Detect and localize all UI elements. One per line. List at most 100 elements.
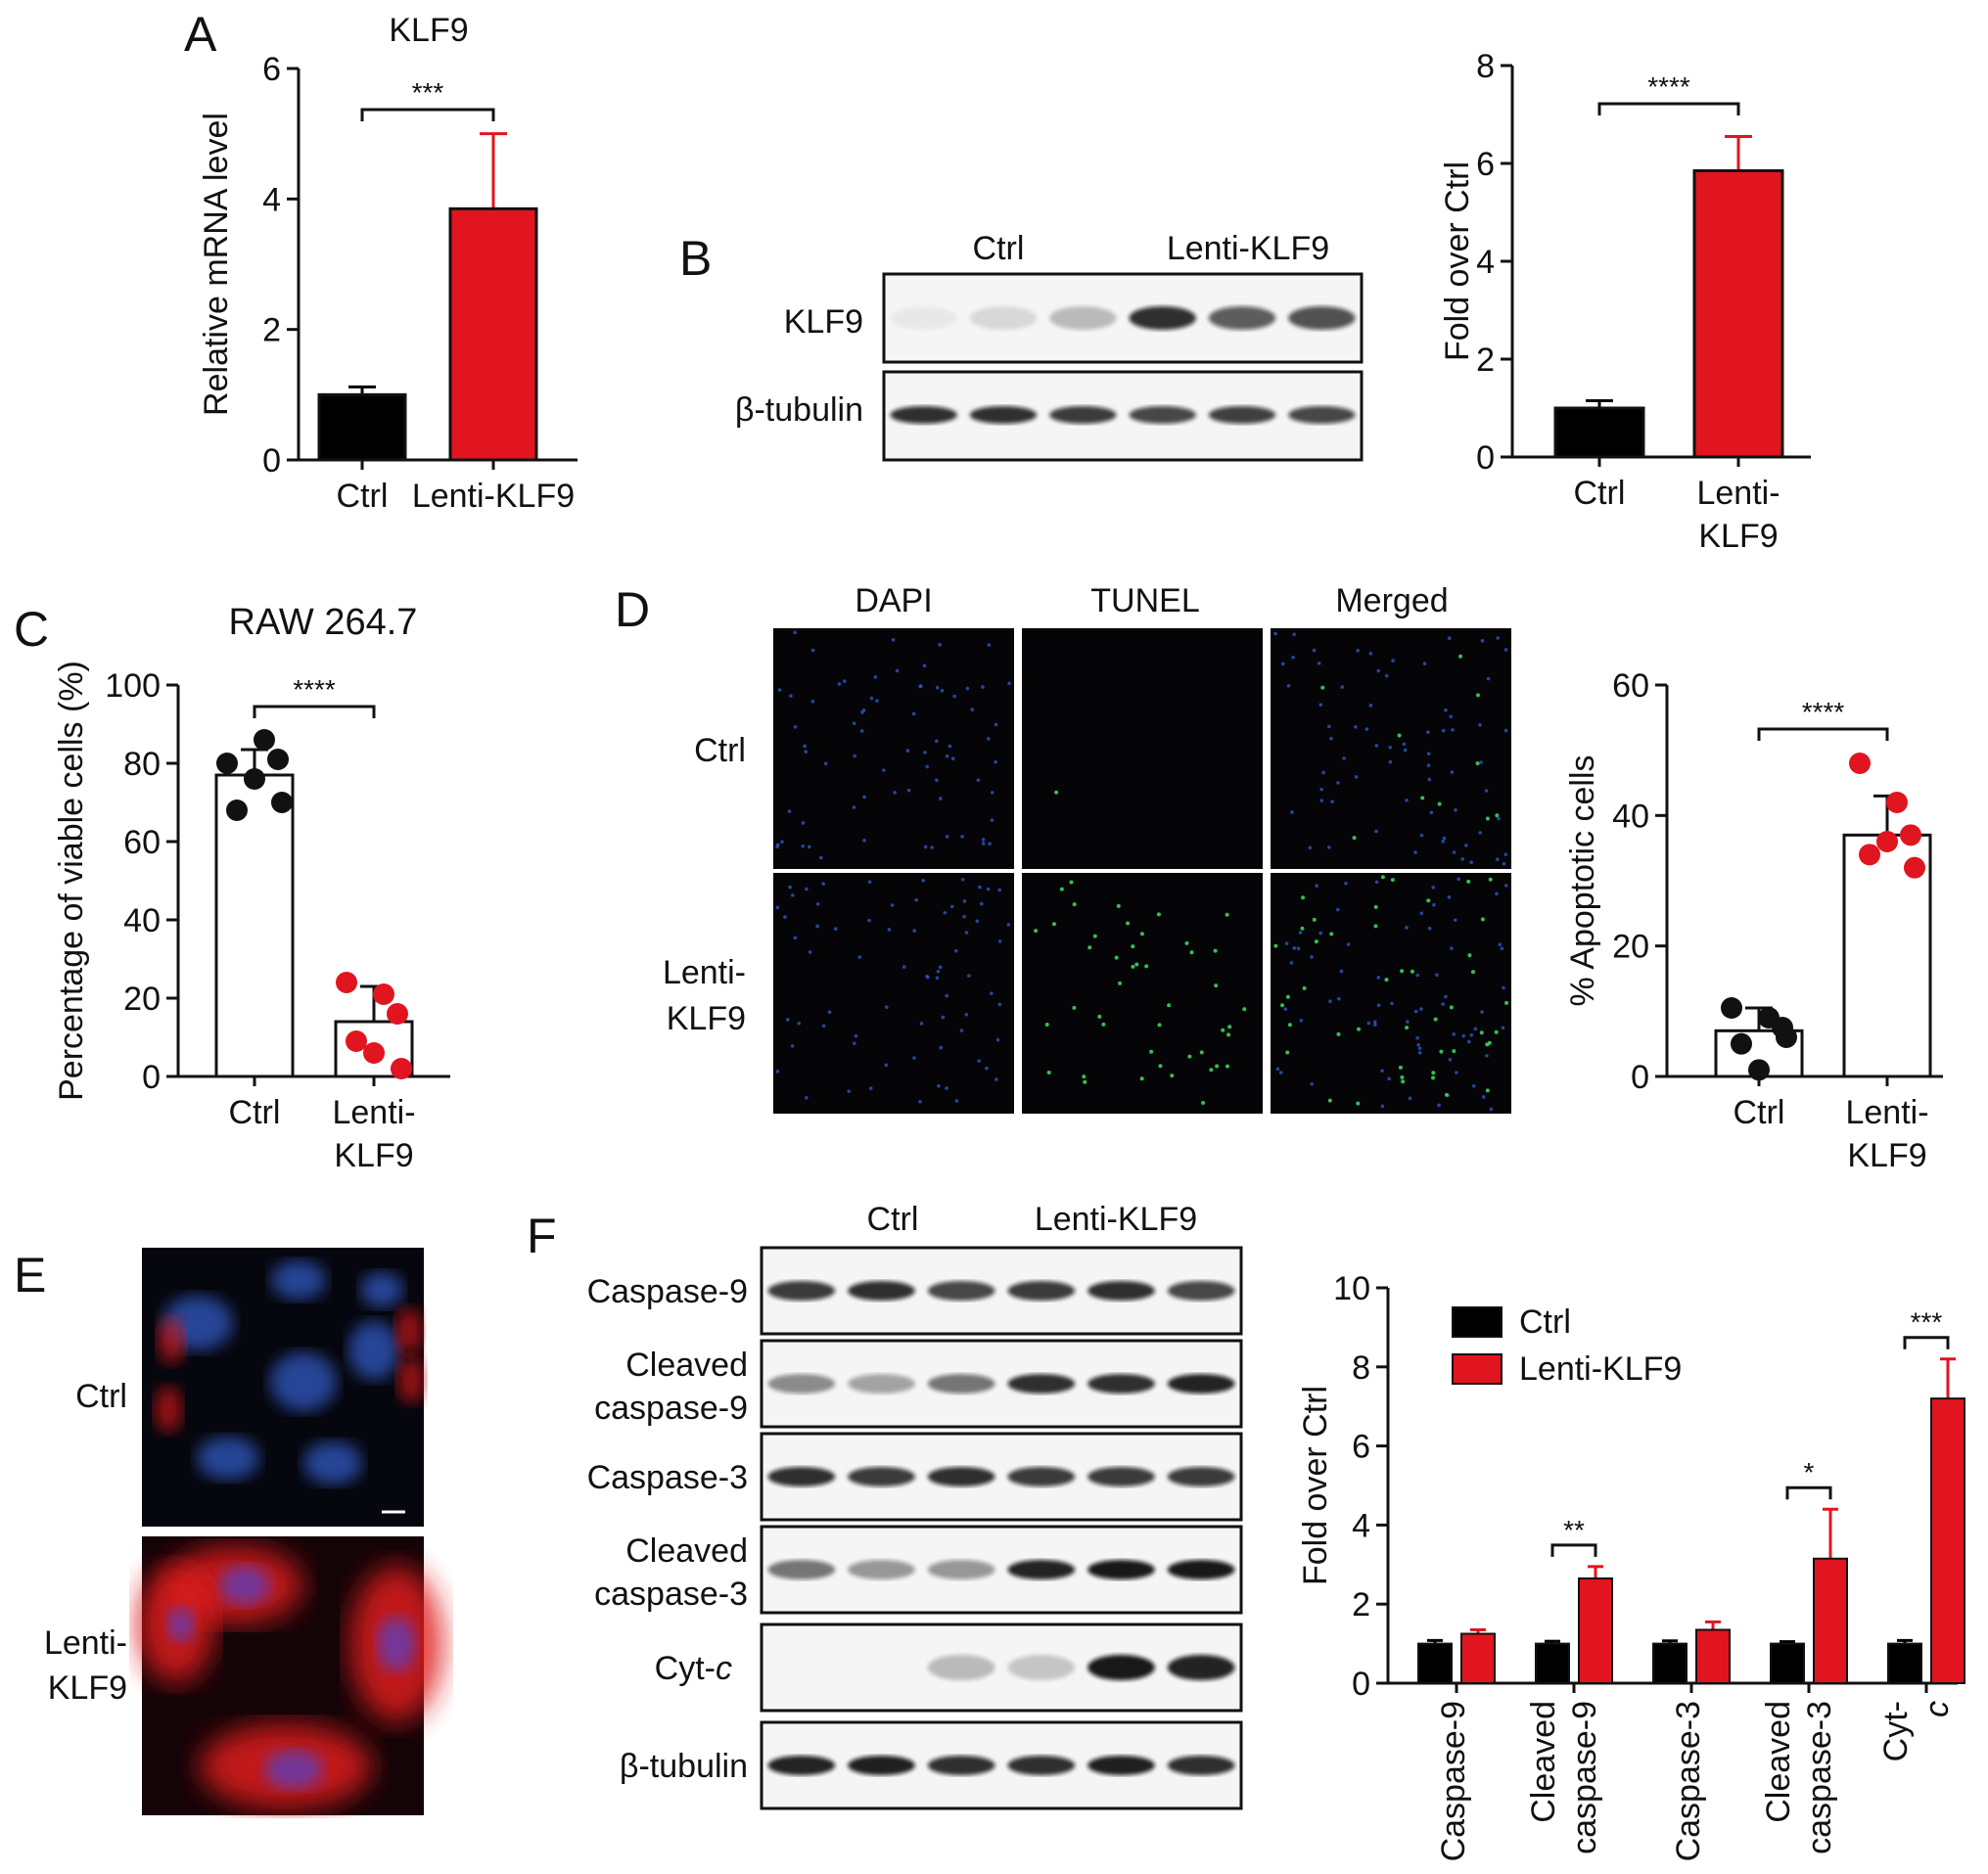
y-tick-label: 0 [262,442,281,480]
nucleus-dot [1296,946,1301,951]
nucleus-dot [945,1086,948,1090]
nucleus-dot [941,1015,946,1020]
x-tick-label: KLF9 [1847,1137,1926,1174]
tunel-dot [1167,1003,1172,1008]
micrograph-tile [1018,624,1267,873]
blot-b-group-ctrl: Ctrl [973,230,1025,267]
tunel-dot [1131,944,1135,949]
nucleus-dot [1346,942,1351,946]
blot-band [1208,406,1276,424]
nucleus-dot [1339,969,1344,974]
significance-bracket [253,705,376,718]
x-tick-label: Ctrl [1574,475,1626,512]
nucleus-dot [1326,846,1331,849]
blot-band [767,1560,836,1579]
nucleus-dot [1478,831,1482,835]
nucleus-dot [1415,973,1420,978]
y-tick-label: 40 [1612,798,1649,835]
nucleus-dot [1432,902,1436,907]
tunel-dot [1114,955,1119,960]
nucleus-dot [912,1056,916,1060]
nucleus-dot [810,700,815,704]
tunel-dot [1470,970,1475,975]
nucleus-dot [954,948,958,953]
data-point [226,800,248,821]
tunel-dot [1157,1023,1162,1028]
nucleus-dot [1273,631,1277,636]
nucleus-dot [1310,1081,1314,1086]
data-point [1859,844,1880,866]
y-tick-label: 2 [1476,342,1495,379]
tunel-dot [1054,790,1059,795]
y-tick-label: 6 [1352,1429,1370,1466]
nucleus-dot [914,898,919,902]
nucleus-dot [1321,770,1325,775]
nucleus-dot [1427,926,1432,931]
significance-stars: **** [1647,71,1690,102]
blot-band [1007,1281,1076,1301]
x-tick-label: Ctrl [337,478,389,515]
nucleus-dot [997,1002,1002,1007]
tunel-dot [1300,926,1305,931]
nucleus-dot [805,887,809,891]
nucleus-dot [976,778,981,782]
nucleus-dot [1419,833,1424,838]
tunel-dot [1069,880,1074,885]
y-tick-label: 2 [262,312,281,349]
nucleus-dot [1416,1042,1420,1047]
nucleus-dot [854,1033,858,1038]
data-point [387,1003,408,1025]
nucleus-dot [985,1066,989,1071]
nucleus-dot [1431,886,1436,890]
nucleus-dot [1473,1027,1478,1031]
nucleus-dot [1486,676,1491,681]
nucleus-dot [1376,976,1381,980]
nucleus-dot [994,759,997,764]
nucleus-dot [859,729,864,733]
significance-bracket [1757,727,1889,741]
nucleus-dot [1413,850,1417,854]
nucleus-dot [805,1095,809,1100]
blot-f-strip-2 [760,1432,1243,1522]
y-tick-label: 6 [1476,146,1495,183]
nucleus-dot [843,679,847,683]
nucleus-dot [1441,728,1446,733]
tunel-dot [1087,945,1092,950]
nucleus-dot [918,1099,922,1104]
blot-band [848,1467,915,1486]
micro-d-col-merged: Merged [1335,582,1448,619]
tunel-dot [1044,1022,1049,1027]
nucleus-dot [787,809,792,813]
y-axis-label: Percentage of viable cells (%) [53,661,90,1101]
blot-f-strip-5 [760,1720,1243,1810]
nucleus-dot [1426,763,1431,767]
nucleus-dot [1292,632,1296,637]
nucleus-dot [1435,973,1439,978]
nucleus [360,1272,403,1307]
tunel-dot [1187,1054,1192,1059]
nucleus-dot [1502,861,1506,866]
nucleus-dot [986,737,991,741]
nucleus-dot [891,637,896,642]
micrograph-tile [769,624,1018,873]
nucleus-dot [921,878,925,883]
data-point [346,1030,367,1052]
nucleus-dot [793,936,798,940]
data-point [1776,1027,1797,1048]
x-tick-label: c [1919,1701,1956,1717]
nucleus-dot [919,1022,924,1026]
tunel-dot [1131,964,1135,969]
nucleus [270,1352,337,1411]
nucleus-dot [1480,639,1485,643]
tunel-dot [1170,1074,1175,1078]
bar-1 [448,206,538,462]
nucleus-dot [949,904,954,909]
x-tick-label: Caspase-3 [1670,1701,1707,1861]
blot-band [1167,1467,1235,1486]
tunel-dot [1466,879,1471,884]
nucleus-dot [1471,1084,1476,1088]
nucleus-dot [919,684,923,688]
bar-Ctrl-2 [1652,1642,1687,1684]
nucleus-dot [1417,1051,1422,1055]
